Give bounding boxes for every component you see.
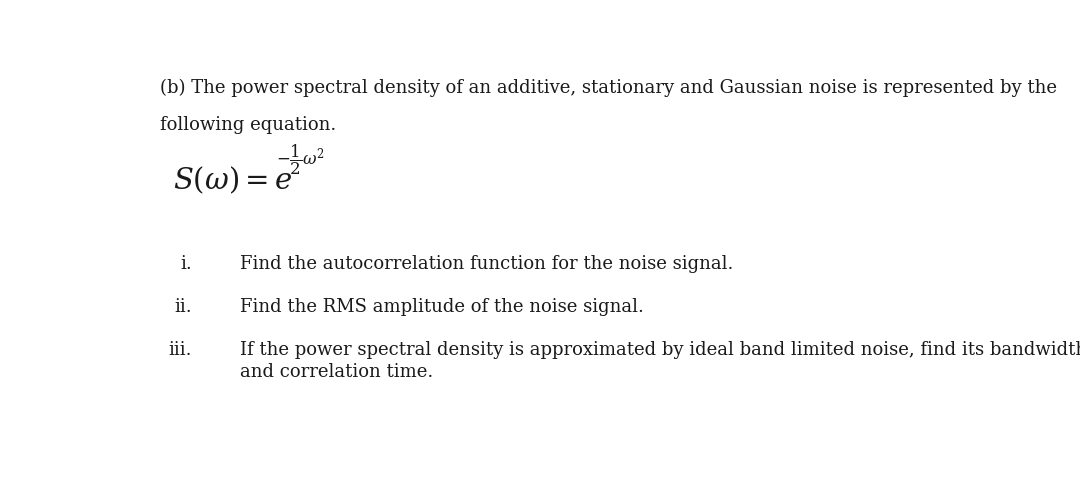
Text: iii.: iii. (168, 341, 192, 359)
Text: $S(\omega) = e$: $S(\omega) = e$ (173, 165, 293, 196)
Text: If the power spectral density is approximated by ideal band limited noise, find : If the power spectral density is approxi… (240, 341, 1080, 359)
Text: ii.: ii. (174, 298, 192, 316)
Text: Find the RMS amplitude of the noise signal.: Find the RMS amplitude of the noise sign… (240, 298, 644, 316)
Text: Find the autocorrelation function for the noise signal.: Find the autocorrelation function for th… (240, 255, 733, 273)
Text: $-\dfrac{1}{2}\omega^2$: $-\dfrac{1}{2}\omega^2$ (275, 142, 325, 176)
Text: (b) The power spectral density of an additive, stationary and Gaussian noise is : (b) The power spectral density of an add… (160, 79, 1057, 97)
Text: following equation.: following equation. (160, 116, 336, 134)
Text: i.: i. (180, 255, 192, 273)
Text: and correlation time.: and correlation time. (240, 363, 433, 381)
